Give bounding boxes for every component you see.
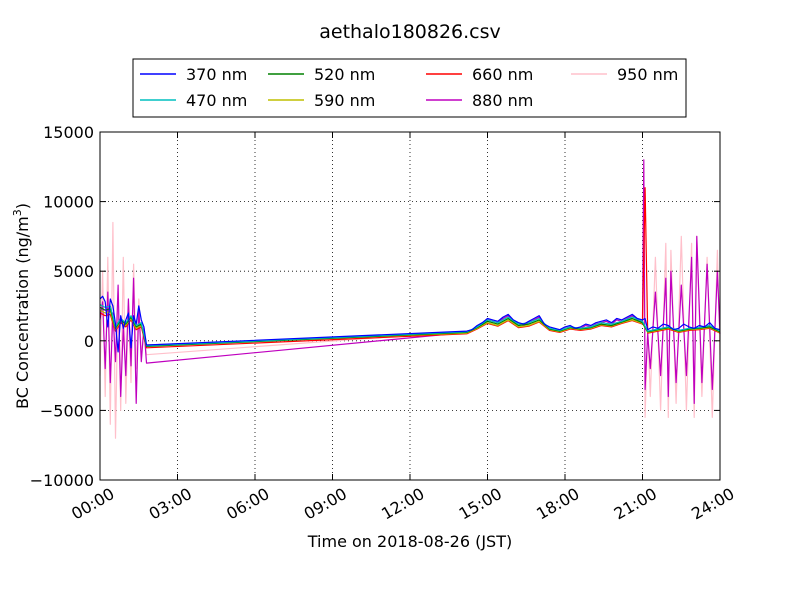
legend-label: 660 nm bbox=[472, 65, 533, 84]
plot-area: 00:00 03:00 06:00 09:00 12:00 15:00 18:00 21:00… bbox=[30, 123, 738, 524]
legend: 370 nm 470 nm 520 nm 590 nm 660 nm 880 nm 950 … bbox=[132, 58, 687, 118]
y-axis-label-sup: 3 bbox=[11, 209, 24, 216]
y-tick-label: 0 bbox=[84, 332, 94, 351]
series-line bbox=[99, 187, 721, 349]
legend-label: 470 nm bbox=[186, 91, 247, 110]
y-axis-label: BC Concentration (ng/m3) bbox=[11, 203, 32, 409]
legend-label: 520 nm bbox=[314, 65, 375, 84]
legend-label: 880 nm bbox=[472, 91, 533, 110]
legend-box bbox=[132, 58, 687, 118]
series-lines bbox=[99, 159, 721, 439]
legend-label: 950 nm bbox=[617, 65, 678, 84]
y-tick-label: 15000 bbox=[43, 123, 94, 142]
series-line bbox=[99, 309, 721, 346]
chart-title: aethalo180826.csv bbox=[319, 21, 501, 43]
x-axis-label: Time on 2018-08-26 (JST) bbox=[307, 532, 512, 551]
y-axis-label-close: ) bbox=[13, 203, 32, 209]
legend-label: 590 nm bbox=[314, 91, 375, 110]
y-tick-label: 5000 bbox=[53, 262, 94, 281]
y-tick-label: −5000 bbox=[40, 401, 94, 420]
y-tick-label: 10000 bbox=[43, 193, 94, 212]
y-axis-label-main: BC Concentration (ng/m bbox=[13, 216, 32, 409]
plot-background bbox=[100, 132, 720, 480]
y-tick-label: −10000 bbox=[30, 471, 94, 490]
legend-label: 370 nm bbox=[186, 65, 247, 84]
y-axis-label-text: BC Concentration (ng/m3) bbox=[11, 203, 32, 409]
grid bbox=[100, 132, 720, 480]
series-line bbox=[99, 295, 721, 353]
